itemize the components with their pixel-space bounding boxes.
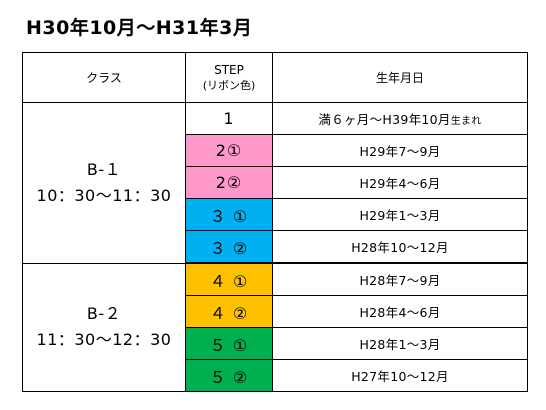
birth-cell: H28年10～12月 bbox=[272, 230, 528, 264]
birth-suffix: 生まれ bbox=[450, 116, 482, 127]
table-row: ３ ① H29年1～3月 bbox=[23, 198, 528, 231]
step-cell: ４ ① bbox=[185, 262, 273, 296]
table-row: ４ ② H28年4～6月 bbox=[23, 295, 528, 328]
birth-cell: H29年7～9月 bbox=[272, 134, 528, 167]
step-cell: 2① bbox=[185, 134, 273, 167]
class-name: B-２ bbox=[86, 304, 122, 324]
birth-cell: H28年7～9月 bbox=[272, 262, 528, 296]
page-title: H30年10月～H31年3月 bbox=[26, 17, 253, 39]
table-row: B-１ 10：30～11：30 1 満６ヶ月～H39年10月生まれ bbox=[22, 102, 528, 264]
step-cell: 2② bbox=[185, 166, 273, 199]
table-row: ３ ② H28年10～12月 bbox=[23, 230, 528, 264]
birth-cell: H28年4～6月 bbox=[272, 295, 528, 328]
header-step-sub: (リボン色) bbox=[202, 78, 256, 92]
birth-cell: 満６ヶ月～H39年10月生まれ bbox=[272, 102, 528, 135]
step-cell: ５ ② bbox=[185, 359, 273, 392]
step-cell: ３ ① bbox=[185, 198, 273, 231]
header-birth: 生年月日 bbox=[272, 52, 528, 103]
table-row: B-２ 11：30～12：30 ４ ① H28年7～9月 bbox=[22, 262, 528, 392]
step-cell: 1 bbox=[185, 102, 273, 135]
table-header-row: クラス STEP (リボン色) 生年月日 bbox=[22, 52, 528, 103]
table-row: 2② H29年4～6月 bbox=[23, 166, 528, 199]
step-cell: ３ ② bbox=[185, 230, 273, 264]
table-row: ５ ① H28年1～3月 bbox=[23, 327, 528, 360]
schedule-table: クラス STEP (リボン色) 生年月日 B-１ 10：30～11：30 1 満… bbox=[22, 52, 528, 392]
header-class: クラス bbox=[22, 52, 186, 103]
class-name: B-１ bbox=[86, 159, 122, 179]
class-time: 10：30～11：30 bbox=[36, 185, 172, 205]
birth-range: 満６ヶ月～H39年10月 bbox=[318, 112, 451, 127]
class-b2-cell: B-２ 11：30～12：30 bbox=[22, 262, 186, 392]
birth-cell: H29年4～6月 bbox=[272, 166, 528, 199]
birth-cell: H28年1～3月 bbox=[272, 327, 528, 360]
step-cell: ５ ① bbox=[185, 327, 273, 360]
header-step: STEP (リボン色) bbox=[185, 52, 273, 103]
table-row: 2① H29年7～9月 bbox=[23, 134, 528, 167]
table-row: ５ ② H27年10～12月 bbox=[23, 359, 528, 392]
birth-cell: H27年10～12月 bbox=[272, 359, 528, 392]
header-step-label: STEP bbox=[214, 62, 244, 77]
class-b1-cell: B-１ 10：30～11：30 bbox=[22, 102, 186, 264]
class-time: 11：30～12：30 bbox=[36, 330, 172, 350]
step-cell: ４ ② bbox=[185, 295, 273, 328]
birth-cell: H29年1～3月 bbox=[272, 198, 528, 231]
